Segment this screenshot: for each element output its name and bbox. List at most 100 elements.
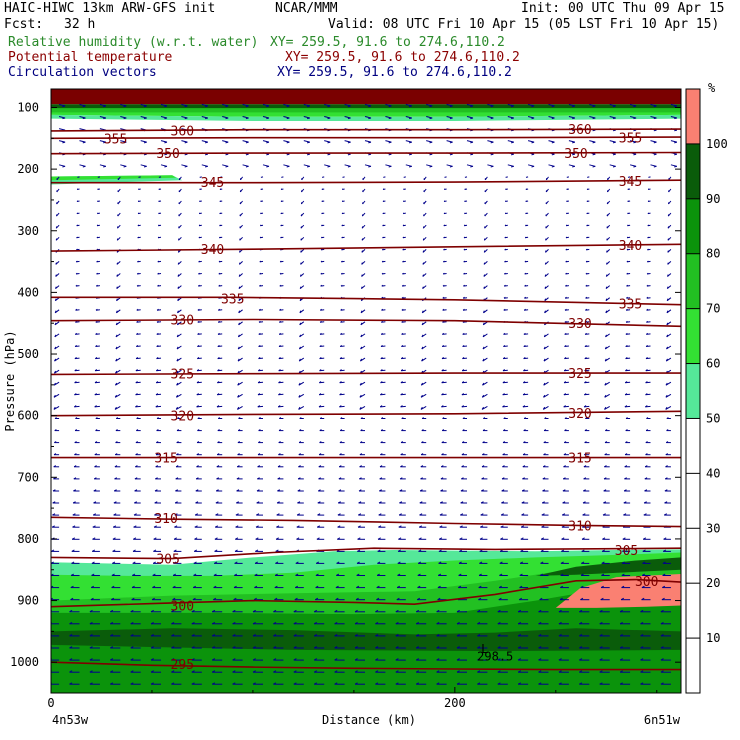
vector-arrow xyxy=(525,176,529,178)
colorbar-swatch xyxy=(686,583,700,639)
vector-arrowhead xyxy=(361,226,364,229)
vector-arrowhead xyxy=(579,621,583,625)
vector-arrowhead xyxy=(620,597,625,601)
vector-arrowhead xyxy=(402,236,405,239)
vector-arrowhead xyxy=(114,453,118,456)
vector-arrowhead xyxy=(665,453,669,456)
vector-arrowhead xyxy=(674,105,678,108)
vector-arrowhead xyxy=(151,597,155,601)
vector-arrowhead xyxy=(502,441,506,444)
vector-arrowhead xyxy=(542,406,546,410)
vector-arrowhead xyxy=(94,441,98,444)
vector-arrowhead xyxy=(258,369,261,372)
vector-arrowhead xyxy=(216,453,220,456)
vector-arrowhead xyxy=(482,429,485,432)
vector-arrowhead xyxy=(586,212,588,214)
vector-arrowhead xyxy=(408,165,412,168)
vector-arrowhead xyxy=(116,274,118,277)
vector-arrowhead xyxy=(131,585,135,589)
vector-arrowhead xyxy=(402,212,405,214)
vector-arrow xyxy=(260,176,264,178)
vector-arrowhead xyxy=(258,356,261,360)
vector-arrowhead xyxy=(524,296,527,299)
vector-arrowhead xyxy=(599,670,603,673)
theta-label-305: 305 xyxy=(615,544,638,559)
vector-arrowhead xyxy=(293,682,297,685)
vector-arrowhead xyxy=(441,405,444,408)
vector-arrowhead xyxy=(497,621,501,625)
vector-arrowhead xyxy=(429,141,433,144)
vector-arrowhead xyxy=(197,284,200,287)
vector-arrowhead xyxy=(464,212,466,214)
vector-arrowhead xyxy=(150,670,154,673)
vector-arrowhead xyxy=(531,105,535,108)
field-theta-name: Potential temperature xyxy=(8,50,173,65)
vector-arrowhead xyxy=(361,238,364,241)
vector-arrowhead xyxy=(400,393,403,396)
vector-arrowhead xyxy=(490,153,494,156)
vector-arrowhead xyxy=(318,453,322,456)
vector-arrowhead xyxy=(213,573,217,576)
vector-arrowhead xyxy=(236,465,240,468)
vector-arrowhead xyxy=(211,646,216,649)
vector-arrowhead xyxy=(503,284,506,287)
vector-arrowhead xyxy=(341,188,344,190)
vector-arrowhead xyxy=(442,296,445,299)
vector-arrowhead xyxy=(156,320,159,323)
vector-arrowhead xyxy=(132,561,136,564)
colorbar-level-label: 60 xyxy=(706,357,720,371)
vector-arrowhead xyxy=(580,573,584,576)
vector-arrowhead xyxy=(561,549,565,552)
vector-arrowhead xyxy=(93,489,97,492)
vector-arrowhead xyxy=(662,549,667,552)
vector-arrowhead xyxy=(545,250,547,253)
vector-arrowhead xyxy=(110,634,114,637)
vector-arrowhead xyxy=(54,334,57,338)
vector-arrowhead xyxy=(197,429,200,432)
vector-arrowhead xyxy=(647,248,649,251)
vector-arrowhead xyxy=(286,165,290,168)
vector-arrowhead xyxy=(438,549,442,552)
vector-arrowhead xyxy=(238,310,241,313)
vector-arrowhead xyxy=(619,658,623,661)
vector-arrowhead xyxy=(358,489,362,492)
vector-arrowhead xyxy=(184,141,188,144)
vector-arrowhead xyxy=(440,465,444,468)
vector-arrowhead xyxy=(376,597,380,601)
vector-arrowhead xyxy=(286,141,290,144)
vector-arrowhead xyxy=(538,670,542,673)
vector-arrowhead xyxy=(176,334,179,338)
vector-arrowhead xyxy=(176,322,179,326)
vector-arrow xyxy=(609,140,616,143)
vector-arrowhead xyxy=(136,417,139,419)
vector-arrowhead xyxy=(645,356,648,360)
rh-fill-layer xyxy=(51,89,681,693)
vector-arrowhead xyxy=(72,513,76,516)
vector-arrowhead xyxy=(340,332,343,335)
vector-arrowhead xyxy=(299,310,302,313)
vector-arrowhead xyxy=(612,129,616,132)
vector-arrowhead xyxy=(204,165,208,168)
vector-arrowhead xyxy=(232,609,236,613)
vector-arrowhead xyxy=(456,646,460,649)
vector-arrowhead xyxy=(278,429,281,432)
vector-arrowhead xyxy=(53,465,57,468)
vector-arrowhead xyxy=(321,200,323,202)
vector-arrowhead xyxy=(110,682,114,685)
vector-arrowhead xyxy=(252,621,256,625)
vector-arrowhead xyxy=(645,381,648,384)
vector-arrowhead xyxy=(421,310,424,313)
vector-arrowhead xyxy=(238,274,241,277)
vector-arrowhead xyxy=(580,585,584,589)
low-marker: L xyxy=(481,642,488,656)
vector-arrowhead xyxy=(564,429,567,432)
vector-arrowhead xyxy=(442,332,445,335)
vector-arrowhead xyxy=(459,525,463,528)
vector-arrowhead xyxy=(257,465,261,468)
vector-arrowhead xyxy=(565,272,568,275)
vector-arrowhead xyxy=(266,105,270,108)
vector-arrowhead xyxy=(490,141,494,144)
vector-arrowhead xyxy=(477,634,481,637)
vector-arrowhead xyxy=(111,573,115,576)
vector-arrowhead xyxy=(400,381,403,384)
